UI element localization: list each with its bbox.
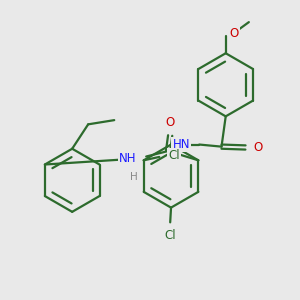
- Text: NH: NH: [119, 152, 136, 165]
- Text: Cl: Cl: [169, 149, 180, 162]
- Text: O: O: [253, 141, 262, 154]
- Text: HN: HN: [172, 138, 190, 151]
- Text: O: O: [229, 27, 238, 40]
- Text: O: O: [166, 116, 175, 129]
- Text: H: H: [130, 172, 137, 182]
- Text: Cl: Cl: [164, 230, 176, 242]
